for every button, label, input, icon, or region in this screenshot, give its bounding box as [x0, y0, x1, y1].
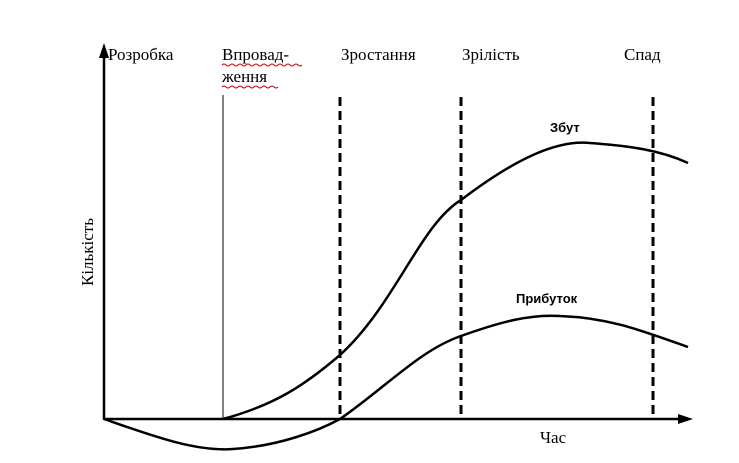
profit-curve-label: Прибуток — [516, 291, 578, 306]
spellcheck-underline — [221, 63, 303, 67]
y-axis-label: Кількість — [78, 218, 97, 286]
stage-label-decline: Спад — [624, 45, 661, 64]
x-axis-arrow-icon — [678, 414, 693, 424]
stage-label-maturity: Зрілість — [462, 45, 520, 64]
y-axis-arrow-icon — [99, 43, 109, 58]
stage-label-growth: Зростання — [341, 45, 416, 64]
profit-curve — [103, 314, 689, 451]
sales-curve — [222, 141, 689, 421]
x-axis-label: Час — [540, 428, 567, 447]
stage-label-introduction-line1: Впровад- — [222, 45, 289, 64]
stage-label-development: Розробка — [108, 45, 174, 64]
spellcheck-underline — [221, 85, 279, 89]
sales-curve-label: Збут — [550, 120, 580, 135]
stage-label-introduction-line2: ження — [221, 67, 267, 86]
